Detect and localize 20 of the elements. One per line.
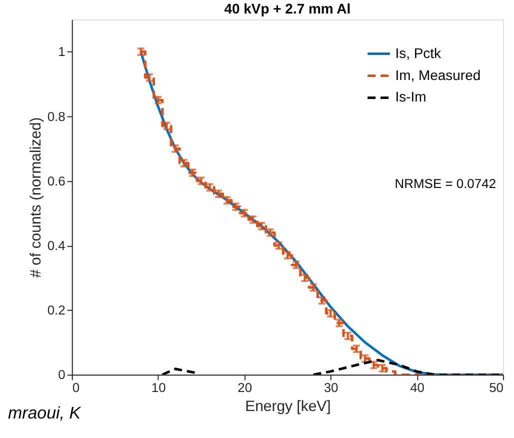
x-axis-title: Energy [keV]	[245, 398, 331, 416]
x-tick-label: 30	[324, 380, 338, 396]
annotation: NRMSE = 0.0742	[394, 176, 496, 192]
y-tick-label: 0.4	[47, 238, 66, 253]
y-tick-label: 1	[58, 44, 66, 60]
x-tick-label: 50	[489, 380, 504, 396]
legend-label: Is-Im	[395, 88, 426, 105]
x-tick-label: 20	[238, 380, 252, 396]
chart-title: 40 kVp + 2.7 mm Al	[224, 0, 351, 16]
x-tick-label: 40	[410, 380, 425, 396]
y-tick-label: 0.2	[47, 302, 66, 318]
x-tick-label: 10	[151, 380, 166, 396]
x-tick-label: 0	[72, 380, 80, 396]
y-tick-label: 0.8	[47, 108, 66, 124]
y-tick-label: 0	[58, 367, 66, 382]
y-axis-title: # of counts (normalized)	[27, 117, 44, 278]
legend-label: Is, Pctk	[395, 44, 442, 61]
text: mraoui, K	[8, 404, 82, 423]
y-tick-label: 0.6	[47, 173, 66, 188]
legend-label: Im, Measured	[395, 66, 481, 83]
